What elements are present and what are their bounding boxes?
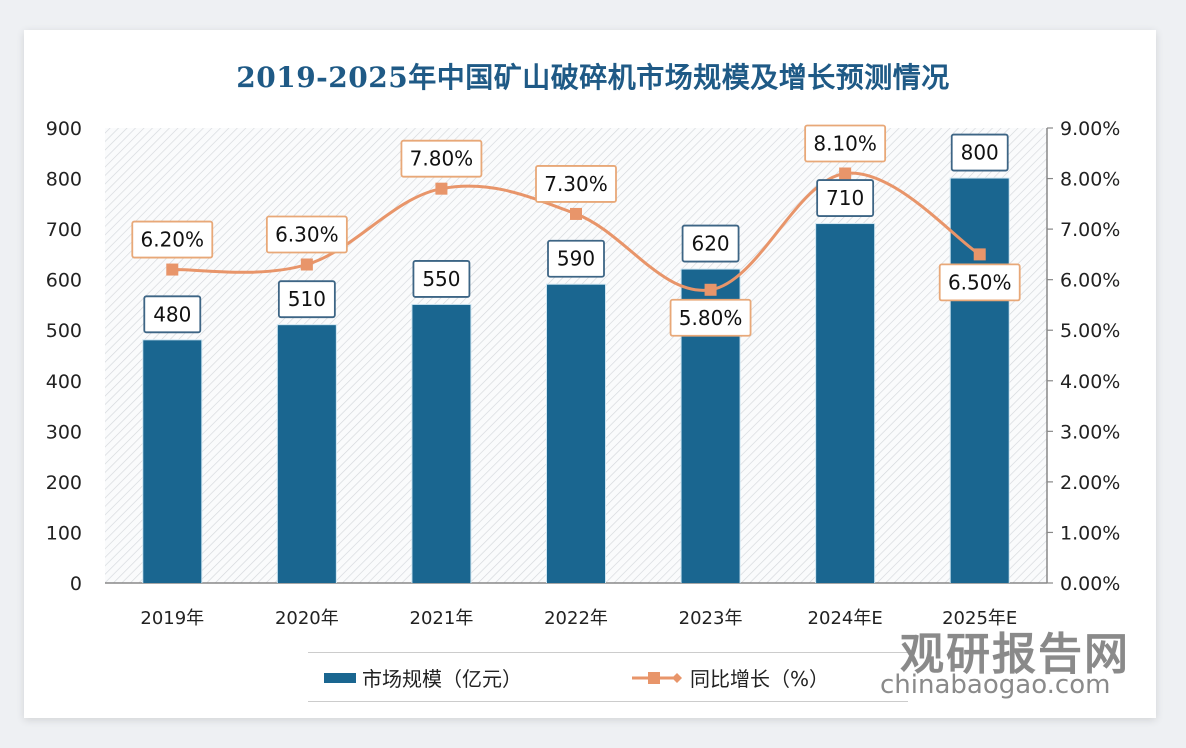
bar — [950, 178, 1009, 584]
growth-value-label-box — [804, 124, 887, 163]
y-right-tick-label: 8.00% — [1060, 169, 1120, 191]
bar-value-label-box — [547, 239, 605, 278]
x-tick-label: 2022年 — [544, 608, 608, 629]
y-right-tick-label: 7.00% — [1060, 219, 1120, 241]
y-right-tick-label: 4.00% — [1060, 371, 1120, 393]
growth-value-label-box — [400, 139, 483, 178]
chart-title: 2019-2025年中国矿山破碎机市场规模及增长预测情况 — [236, 61, 950, 94]
growth-value-label: 5.80% — [679, 306, 743, 330]
bar-value-label-box — [950, 133, 1009, 172]
growth-value-label: 6.20% — [141, 228, 205, 252]
bar-value-label: 550 — [422, 267, 460, 291]
y-left-tick-label: 700 — [46, 219, 82, 241]
x-tick-label: 2023年 — [679, 608, 743, 629]
growth-marker — [166, 263, 179, 276]
x-tick-label: 2025年E — [942, 608, 1017, 629]
y-left-tick-label: 300 — [46, 421, 82, 443]
growth-value-label-box — [131, 220, 214, 259]
growth-value-label: 8.10% — [813, 132, 877, 156]
bar-value-label: 480 — [153, 302, 191, 326]
bar — [277, 325, 336, 583]
y-left-tick-label: 200 — [46, 472, 82, 494]
y-left-tick-label: 0 — [70, 573, 82, 595]
growth-marker — [973, 248, 986, 261]
legend-item-growth: 同比增长（%） — [632, 663, 829, 692]
bar-value-label: 710 — [826, 186, 864, 210]
bar-value-label: 590 — [557, 247, 595, 271]
bar-value-label: 510 — [288, 287, 326, 311]
bar-value-label: 800 — [961, 141, 999, 165]
watermark-cn: 观研报告网 — [900, 629, 1130, 680]
growth-value-label: 6.30% — [275, 223, 339, 247]
legend-label-growth: 同比增长（%） — [690, 667, 830, 691]
growth-value-label: 6.50% — [948, 270, 1012, 294]
x-tick-label: 2020年 — [275, 608, 339, 629]
y-right-tick-label: 5.00% — [1060, 320, 1120, 342]
legend-label-market-size: 市场规模（亿元） — [362, 667, 522, 691]
growth-value-label-box — [535, 165, 617, 203]
y-left-tick-label: 600 — [46, 270, 82, 292]
growth-value-label-box — [265, 215, 348, 254]
legend-swatch-line — [632, 671, 682, 684]
bar — [143, 340, 202, 583]
growth-value-label: 7.30% — [544, 172, 608, 196]
bar-value-label-box — [277, 280, 336, 319]
y-left-tick-label: 400 — [46, 371, 82, 393]
bar-value-label-box — [143, 295, 202, 334]
x-tick-label: 2021年 — [410, 608, 474, 629]
growth-marker — [300, 258, 313, 271]
bar-value-label: 620 — [691, 232, 729, 256]
legend: 市场规模（亿元） 同比增长（%） — [308, 652, 908, 702]
bar-value-label-box — [816, 179, 875, 217]
bar — [547, 284, 605, 583]
growth-value-label-box — [669, 298, 752, 337]
growth-marker — [435, 182, 448, 195]
x-tick-label: 2024年E — [808, 608, 883, 629]
y-right-tick-label: 1.00% — [1060, 522, 1120, 544]
y-right-tick-label: 9.00% — [1060, 118, 1120, 140]
y-left-tick-label: 900 — [46, 118, 82, 140]
growth-marker — [570, 207, 582, 220]
y-right-tick-label: 0.00% — [1060, 573, 1120, 595]
y-right-tick-label: 2.00% — [1060, 472, 1120, 494]
y-left-tick-label: 800 — [46, 169, 82, 191]
x-tick-label: 2019年 — [140, 608, 204, 629]
bar-value-label-box — [681, 224, 740, 263]
growth-marker — [839, 167, 852, 180]
y-right-tick-label: 6.00% — [1060, 270, 1120, 292]
y-left-tick-label: 500 — [46, 320, 82, 342]
watermark-en: chinabaogao.com — [880, 670, 1111, 700]
growth-value-label: 7.80% — [410, 147, 474, 171]
bar-value-label-box — [412, 260, 471, 298]
growth-marker — [704, 283, 717, 296]
growth-value-label-box — [938, 263, 1021, 302]
y-right-tick-label: 3.00% — [1060, 421, 1120, 443]
bar — [412, 304, 471, 583]
bar — [816, 224, 875, 584]
y-left-tick-label: 100 — [46, 522, 82, 544]
legend-item-market-size: 市场规模（亿元） — [324, 663, 522, 692]
legend-swatch-bar — [324, 672, 356, 683]
